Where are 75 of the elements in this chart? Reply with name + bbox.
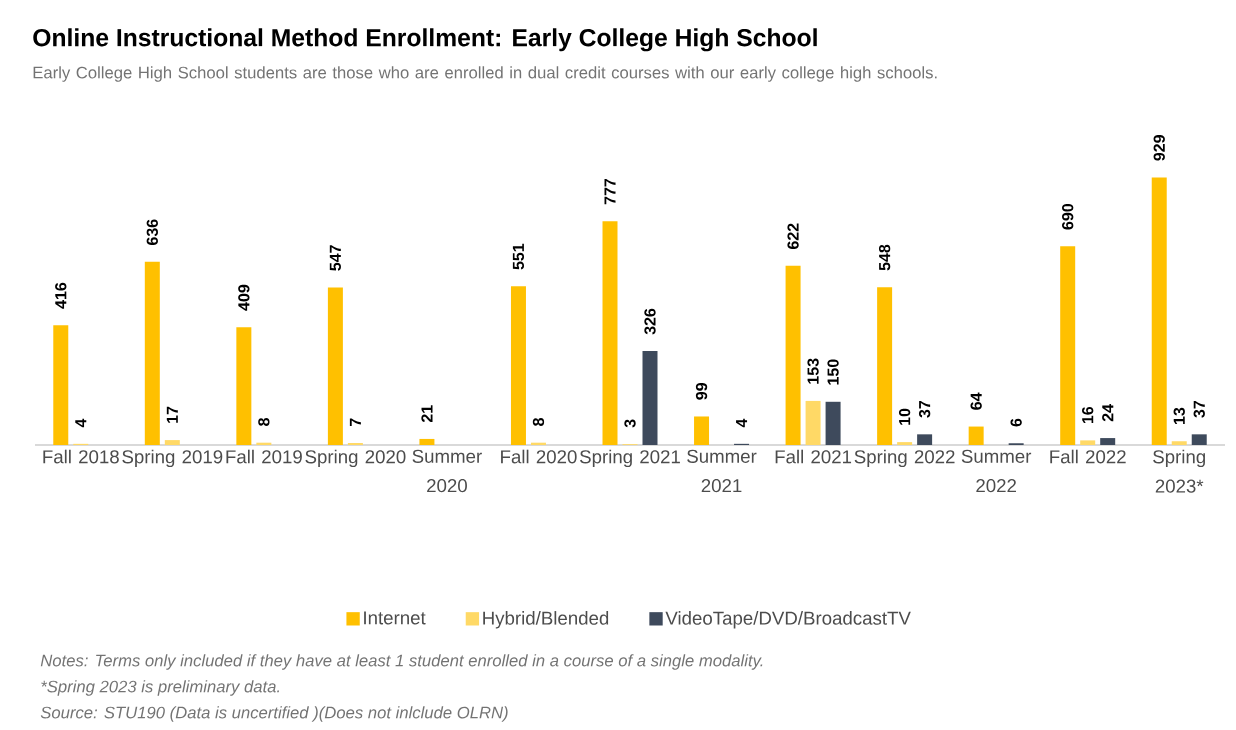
x-tick-label: Summer 2021 <box>687 449 757 493</box>
data-label: 16 <box>1082 406 1094 424</box>
data-label: 409 <box>238 284 250 311</box>
data-label: 548 <box>878 244 891 271</box>
x-tick-label: Summer 2020 <box>412 449 482 493</box>
data-label: 153 <box>807 358 819 384</box>
bar <box>968 426 984 445</box>
x-tick-label: Fall 2020 <box>501 449 577 464</box>
chart-subtitle: Early College High School students are those who are enrolled in dual credit courses with our early college high schools. <box>33 66 937 82</box>
x-tick-label: Spring 2021 <box>580 449 680 468</box>
data-label: 10 <box>898 408 911 425</box>
bar <box>347 442 363 445</box>
bar <box>1060 246 1076 445</box>
bar <box>1080 440 1096 445</box>
data-label: 8 <box>532 418 545 426</box>
data-label: 24 <box>1102 404 1114 422</box>
text: Notes: Terms only included if they have at least 1 student enrolled in a course of a single modality. <box>40 654 763 670</box>
x-tick-label: Fall 2022 <box>1050 449 1126 464</box>
bar <box>877 287 893 445</box>
bar <box>1100 438 1116 445</box>
data-label: 150 <box>827 359 839 385</box>
data-label: 777 <box>604 178 616 205</box>
text: *Spring 2023 is preliminary data. <box>41 680 280 696</box>
bar <box>917 434 933 445</box>
data-label: 64 <box>970 392 982 410</box>
bar <box>164 440 180 445</box>
data-label: 37 <box>1193 400 1205 418</box>
x-tick-label: Spring 2020 <box>305 449 406 468</box>
bar <box>1171 441 1187 445</box>
bar <box>1151 177 1167 445</box>
x-tick-label: Spring 2022 <box>854 449 955 468</box>
bar <box>694 416 710 445</box>
bar <box>419 438 435 445</box>
x-tick-label: Summer 2022 <box>961 449 1032 493</box>
bar <box>805 400 821 445</box>
data-label: 8 <box>258 418 270 426</box>
data-label: 7 <box>349 418 361 427</box>
x-tick-label: Fall 2019 <box>226 449 302 464</box>
chart-title: Online Instructional Method Enrollment: Early College High School <box>33 28 817 52</box>
data-label: 551 <box>512 243 525 270</box>
data-label: 547 <box>329 245 341 271</box>
bar <box>327 287 343 445</box>
legend-label: Internet <box>364 611 426 625</box>
bar <box>602 221 618 445</box>
data-label: 4 <box>736 418 748 428</box>
source-note: Source: STU190 (Data is uncertified )(Does not inlclude OLRN) <box>40 706 508 722</box>
data-label: 17 <box>166 406 178 423</box>
legend-label: Hybrid/Blended <box>483 611 609 629</box>
data-label: 3 <box>624 419 636 428</box>
data-label: 690 <box>1062 203 1074 230</box>
bar <box>825 401 841 445</box>
x-tick-label: Fall 2018 <box>43 449 119 464</box>
data-label: 21 <box>421 405 433 423</box>
bar <box>897 442 913 445</box>
bar <box>1191 434 1207 445</box>
data-label: 929 <box>1153 135 1165 161</box>
data-label: 416 <box>55 282 67 309</box>
data-label: 4 <box>75 418 87 428</box>
bar <box>144 261 160 445</box>
x-tick-label: Spring 2019 <box>122 449 223 468</box>
bar <box>785 265 801 445</box>
data-label: 326 <box>644 308 656 335</box>
x-tick-label: Spring 2023* <box>1153 449 1205 493</box>
data-label: 13 <box>1173 407 1185 424</box>
data-label: 6 <box>1010 418 1022 427</box>
bar <box>236 327 252 445</box>
x-tick-label: Fall 2021 <box>775 449 852 464</box>
bar <box>510 286 526 445</box>
data-label: 636 <box>146 219 158 245</box>
data-label: 622 <box>787 223 799 250</box>
data-label: 99 <box>695 383 708 400</box>
legend-label: VideoTape/DVD/BroadcastTV <box>665 611 911 629</box>
bar <box>53 325 69 445</box>
bar <box>642 351 658 445</box>
data-label: 37 <box>918 400 931 418</box>
